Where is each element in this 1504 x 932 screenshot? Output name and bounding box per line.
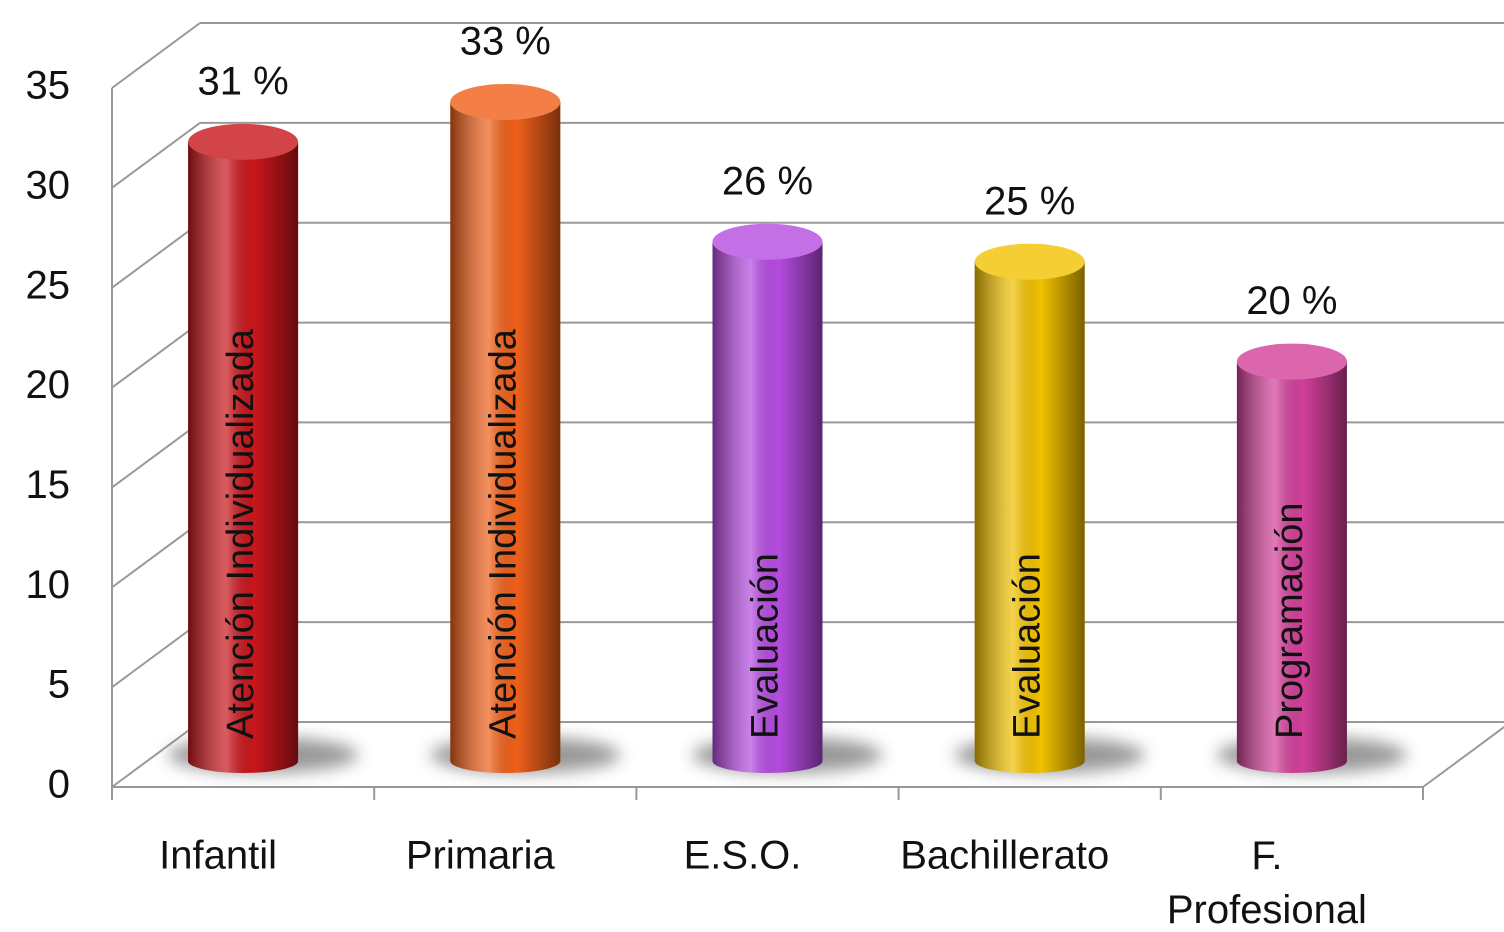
y-tick-label: 15	[26, 463, 71, 507]
grid-line	[111, 321, 201, 389]
bar-top	[188, 123, 299, 160]
y-tick-label: 25	[26, 263, 71, 307]
bar-shade	[1236, 361, 1347, 761]
y-tick-label: 0	[48, 763, 70, 807]
bar-shade	[974, 261, 1085, 761]
bar-shade	[450, 101, 561, 761]
x-tick-label: Infantil	[159, 834, 277, 878]
grid-line	[111, 221, 201, 289]
bar-label: Atención Individualizada	[220, 328, 262, 739]
x-tick-label: Bachillerato	[900, 834, 1109, 878]
bar-top	[712, 223, 823, 260]
grid-line	[111, 421, 201, 489]
bar-label: Atención Individualizada	[482, 328, 524, 739]
y-tick-label: 10	[26, 563, 71, 607]
bar-shade	[712, 241, 823, 761]
x-tick-label: Primaria	[406, 834, 556, 878]
x-tick-label: E.S.O.	[684, 834, 802, 878]
grid-line	[111, 521, 201, 589]
grid-line	[111, 22, 201, 89]
value-label: 26 %	[722, 159, 813, 203]
bar-label: Evaluación	[1007, 553, 1049, 739]
bar-top-shade	[1236, 343, 1347, 380]
x-tick-label: F. Profesional	[1167, 834, 1367, 932]
value-label: 31 %	[198, 59, 289, 103]
bar-top-shade	[450, 83, 561, 120]
floor-edge	[1422, 725, 1504, 788]
y-tick-label: 5	[48, 663, 70, 707]
grid-line	[111, 122, 201, 189]
bar-label: Programación	[1269, 502, 1311, 739]
grid-line	[111, 621, 201, 688]
bar-top	[1236, 343, 1347, 380]
value-label: 25 %	[984, 179, 1075, 223]
bar-top-shade	[712, 223, 823, 260]
bar-top-shade	[188, 123, 299, 160]
bar-top-shade	[974, 243, 1085, 280]
grid-line	[111, 721, 201, 788]
bar-top	[974, 243, 1085, 280]
bar-label: Evaluación	[745, 553, 787, 739]
bar-shade	[188, 141, 299, 761]
y-tick-label: 30	[26, 163, 71, 207]
value-label: 33 %	[460, 20, 551, 64]
value-label: 20 %	[1246, 279, 1337, 323]
bar-top	[450, 83, 561, 120]
y-tick-label: 20	[26, 363, 71, 407]
y-tick-label: 35	[26, 64, 71, 108]
